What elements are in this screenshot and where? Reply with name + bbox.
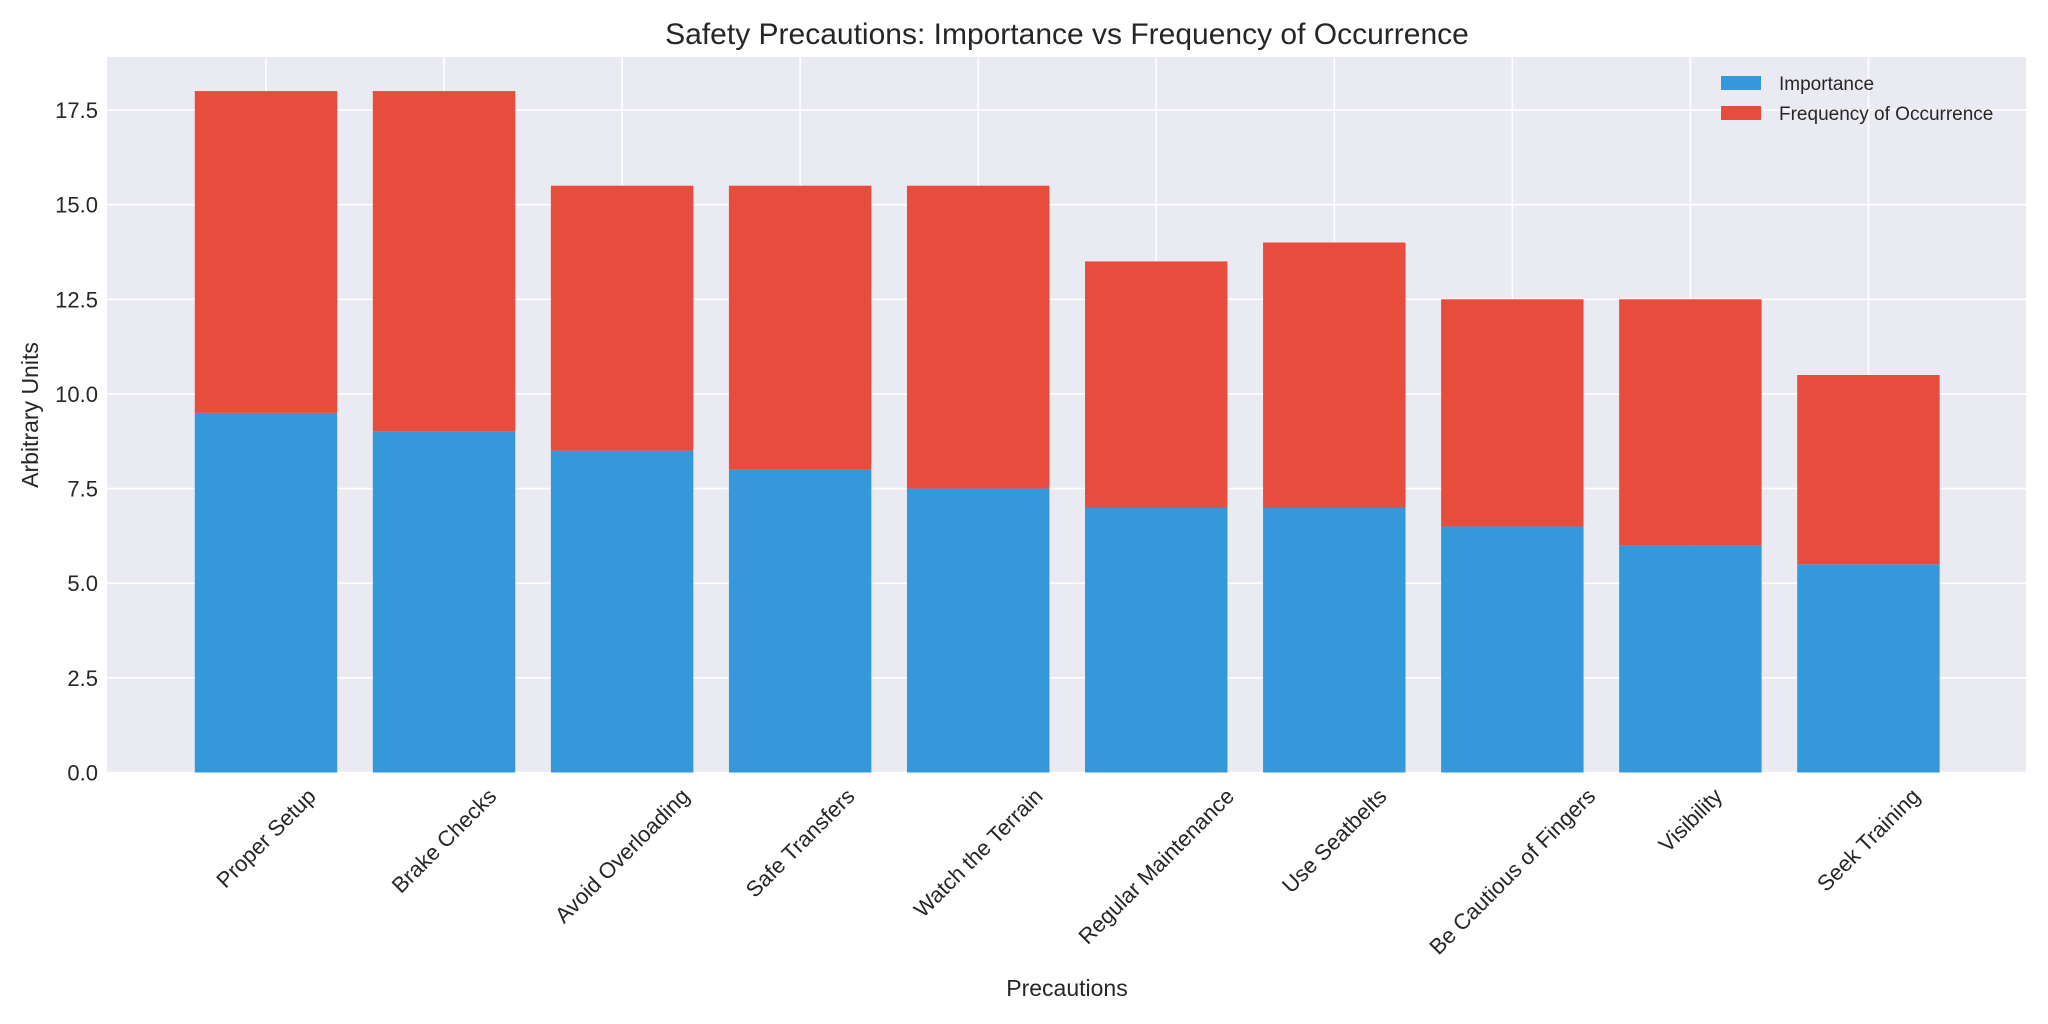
x-tick: Be Cautious of Fingers [1424,783,1600,959]
bar-importance [1263,507,1406,773]
x-tick-label: Avoid Overloading [550,783,695,928]
bar-frequency-of-occurrence [372,91,516,432]
y-tick-label: 5.0 [67,571,98,596]
x-tick-label: Watch the Terrain [909,783,1048,922]
x-tick: Watch the Terrain [909,783,1048,922]
legend-label: Frequency of Occurrence [1779,104,1993,125]
x-tick-label: Proper Setup [211,783,320,892]
legend-swatch [1721,76,1761,90]
bar-importance [1619,545,1762,773]
legend-item: Frequency of Occurrence [1721,104,1993,125]
bar-importance [372,431,516,773]
bar-frequency-of-occurrence [1619,299,1762,546]
y-tick-label: 15.0 [55,193,98,218]
x-tick-label: Regular Maintenance [1073,783,1239,949]
x-tick: Seek Training [1812,783,1925,896]
x-tick-label: Seek Training [1812,783,1925,896]
y-tick-label: 12.5 [55,287,98,312]
bar-importance [194,412,338,773]
bar-importance [728,469,872,773]
x-tick: Proper Setup [211,783,320,892]
bars [194,91,1940,773]
x-tick: Safe Transfers [741,783,860,902]
bar-frequency-of-occurrence [194,91,338,413]
x-tick-label: Visibility [1654,783,1728,857]
x-tick: Use Seatbelts [1277,783,1392,898]
bar-frequency-of-occurrence [550,185,694,451]
chart-title: Safety Precautions: Importance vs Freque… [665,18,1469,51]
x-tick-label: Brake Checks [387,783,502,898]
bar-importance [906,488,1050,773]
y-axis-ticks: 0.0 2.5 5.0 7.5 10.0 12.5 15.0 17.5 [55,98,98,786]
bar-frequency-of-occurrence [1441,299,1584,527]
bar-frequency-of-occurrence [1797,375,1940,565]
x-axis-label: Precautions [1006,975,1127,1001]
legend: Importance Frequency of Occurrence [1721,74,1993,125]
x-tick: Visibility [1654,783,1728,857]
bar-frequency-of-occurrence [906,185,1050,489]
y-tick-label: 0.0 [67,761,98,786]
x-tick-label: Safe Transfers [741,783,860,902]
legend-item: Importance [1721,74,1874,95]
bar-importance [550,450,694,773]
legend-label: Importance [1779,74,1874,95]
x-tick-label: Use Seatbelts [1277,783,1392,898]
x-tick: Avoid Overloading [550,783,695,928]
y-tick-label: 2.5 [67,666,98,691]
bar-importance [1441,526,1584,773]
x-axis-ticks: Proper Setup Brake Checks Avoid Overloadin… [211,783,1925,959]
y-tick-label: 17.5 [55,98,98,123]
x-tick: Brake Checks [387,783,502,898]
bar-frequency-of-occurrence [728,185,872,470]
bar-frequency-of-occurrence [1085,261,1228,508]
y-tick-label: 7.5 [67,477,98,502]
bar-frequency-of-occurrence [1263,242,1406,508]
x-tick-label: Be Cautious of Fingers [1424,783,1600,959]
bar-importance [1797,564,1940,773]
y-tick-label: 10.0 [55,382,98,407]
y-axis-label: Arbitrary Units [17,342,43,488]
legend-swatch [1721,106,1761,120]
bar-importance [1085,507,1228,773]
x-tick: Regular Maintenance [1073,783,1239,949]
